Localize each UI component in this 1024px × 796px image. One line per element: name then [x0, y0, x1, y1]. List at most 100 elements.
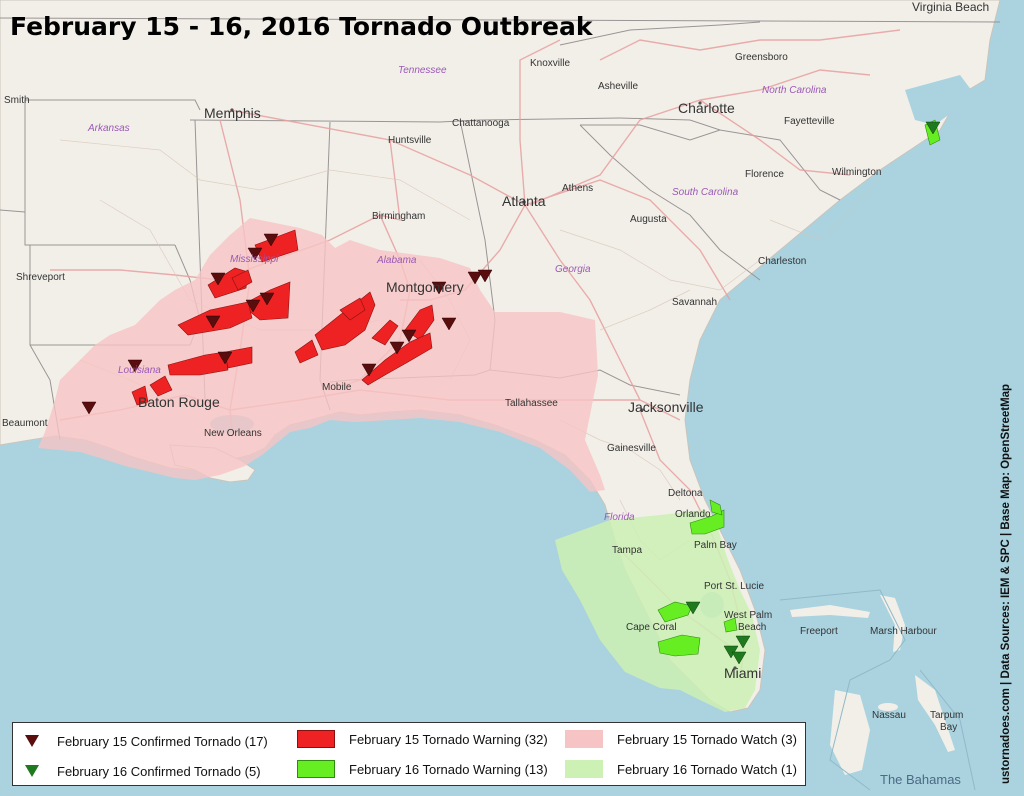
city-label-beaumont: Beaumont [2, 418, 48, 429]
warning-swatch [297, 760, 335, 778]
city-label-atlanta: Atlanta [502, 193, 546, 209]
legend-label: February 16 Confirmed Tornado (5) [57, 763, 261, 779]
city-label-deltona: Deltona [668, 488, 703, 499]
warning-polygon [149, 375, 173, 397]
city-label-charlotte: Charlotte [678, 100, 735, 116]
legend-item-feb16-watch: February 16 Tornado Watch (1) [565, 757, 797, 781]
state-labels: Tennessee North Carolina Arkansas South … [87, 65, 827, 523]
city-label-beach: Beach [738, 622, 766, 633]
legend-label: February 15 Tornado Warning (32) [349, 731, 548, 747]
tornado-marker [731, 651, 747, 665]
watch-swatch [565, 760, 603, 778]
tornado-marker [685, 601, 701, 615]
tornado-marker [210, 272, 226, 286]
water-label-bahamas: The Bahamas [880, 772, 961, 787]
tornado-marker [247, 247, 263, 261]
tornado-marker [263, 233, 279, 247]
tornado-marker [81, 401, 97, 415]
state-label-florida: Florida [604, 512, 635, 523]
nassau-island [878, 703, 898, 711]
city-label-chattanooga: Chattanooga [452, 118, 510, 129]
city-label-mobile: Mobile [322, 382, 352, 393]
warning-polygon [231, 269, 253, 291]
legend-label: February 16 Tornado Watch (1) [617, 761, 797, 777]
city-label-montgomery: Montgomery [386, 279, 464, 295]
warning-polygon [294, 339, 319, 364]
legend-item-feb15-watch: February 15 Tornado Watch (3) [565, 727, 797, 751]
warning-polygon [167, 351, 229, 376]
city-label-freeport: Freeport [800, 626, 838, 637]
city-label-jacksonville: Jacksonville [628, 399, 704, 415]
tornado-marker [431, 281, 447, 295]
city-label-tampa: Tampa [612, 545, 642, 556]
city-label-palm-bay: Palm Bay [694, 540, 737, 551]
bahamas-bank [779, 589, 976, 791]
warning-swatch [297, 730, 335, 748]
legend-item-feb16-tornado: February 16 Confirmed Tornado (5) [21, 759, 261, 783]
city-label-athens: Athens [562, 183, 593, 194]
tornado-marker [735, 635, 751, 649]
city-labels: Virginia Beach Smith Memphis Knoxville G… [2, 0, 989, 733]
tornado-marker [127, 359, 143, 373]
city-label-tarpum: Tarpum [930, 710, 963, 721]
city-label-smith: Smith [4, 95, 30, 106]
tornado-marker [245, 299, 261, 313]
tornado-marker [401, 329, 417, 343]
city-label-nassau: Nassau [872, 710, 906, 721]
state-label-tennessee: Tennessee [398, 65, 447, 76]
city-label-orlando: Orlando [675, 509, 711, 520]
tornado-marker-icon [25, 765, 39, 777]
legend-label: February 15 Tornado Watch (3) [617, 731, 797, 747]
feb16-warnings [657, 119, 941, 657]
tornado-marker [477, 269, 493, 283]
state-label-mississippi: Mississippi [230, 254, 279, 265]
warning-polygon [657, 634, 701, 657]
data-credit: ustornadoes.com | Data Sources: IEM & SP… [1000, 383, 1012, 784]
city-label-knoxville: Knoxville [530, 58, 570, 69]
feb15-watch-area [38, 218, 605, 492]
feb16-watch-area [555, 510, 760, 712]
city-label-memphis: Memphis [204, 105, 261, 121]
eleuthera [915, 675, 955, 752]
warning-polygon [371, 319, 399, 346]
tornado-marker [441, 317, 457, 331]
tornado-marker [259, 292, 275, 306]
abaco [880, 595, 905, 652]
feb16-tornado-markers [685, 121, 941, 665]
warning-polygon [657, 601, 693, 623]
pamlico-sound [905, 75, 975, 125]
city-label-miami: Miami [724, 665, 761, 681]
city-label-cape-coral: Cape Coral [626, 622, 677, 633]
city-label-virginia-beach: Virginia Beach [912, 0, 989, 14]
city-label-baton-rouge: Baton Rouge [138, 394, 220, 410]
city-dots [230, 101, 737, 670]
tornado-marker [361, 363, 377, 377]
legend-item-feb15-tornado: February 15 Confirmed Tornado (17) [21, 729, 268, 753]
city-label-gainesville: Gainesville [607, 443, 656, 454]
city-label-florence: Florence [745, 169, 784, 180]
city-label-marsh-harbour: Marsh Harbour [870, 626, 937, 637]
state-label-arkansas: Arkansas [87, 123, 130, 134]
city-label-birmingham: Birmingham [372, 211, 425, 222]
warning-polygon [131, 385, 149, 406]
city-label-wilmington: Wilmington [832, 167, 881, 178]
city-label-savannah: Savannah [672, 297, 717, 308]
city-label-bay: Bay [940, 722, 957, 733]
tornado-marker [467, 271, 483, 285]
city-label-asheville: Asheville [598, 81, 638, 92]
city-label-huntsville: Huntsville [388, 135, 432, 146]
city-label-augusta: Augusta [630, 214, 667, 225]
legend: February 15 Confirmed Tornado (17) Febru… [12, 722, 806, 786]
warning-polygon [339, 297, 366, 321]
feb15-tornado-markers [81, 233, 493, 415]
state-label-alabama: Alabama [376, 255, 417, 266]
tornado-marker [205, 315, 221, 329]
city-label-tallahassee: Tallahassee [505, 398, 558, 409]
legend-item-feb16-warning: February 16 Tornado Warning (13) [297, 757, 548, 781]
state-label-south-carolina: South Carolina [672, 187, 739, 198]
state-label-georgia: Georgia [555, 264, 591, 275]
warning-polygon [709, 499, 723, 516]
city-label-greensboro: Greensboro [735, 52, 788, 63]
